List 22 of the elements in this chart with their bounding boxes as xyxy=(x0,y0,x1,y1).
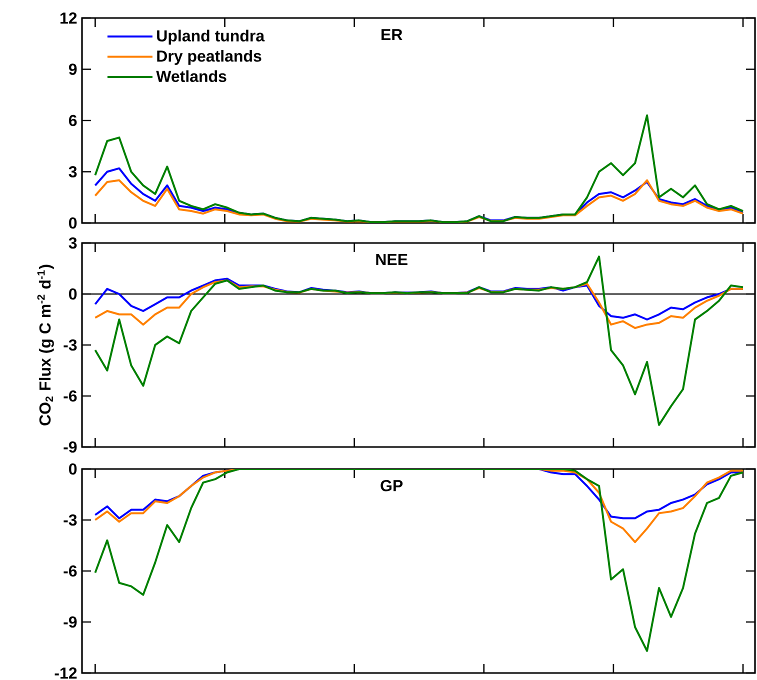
y-tick-label: 0 xyxy=(69,288,77,300)
y-tick-label: -6 xyxy=(64,390,77,402)
y-tick-label: -3 xyxy=(64,514,77,526)
text: ER xyxy=(382,29,402,40)
y-tick-label: -12 xyxy=(54,667,77,679)
y-axis-title: CO$_{2}$ Flux (g C m$^{-2}$ d$^{-1}$) xyxy=(37,264,54,426)
text: GP xyxy=(380,480,403,492)
legend-label: Wetlands xyxy=(156,70,226,82)
y-tick-label: -6 xyxy=(64,565,77,577)
y-tick-label: -3 xyxy=(64,339,77,351)
y-tick-label: 3 xyxy=(68,166,77,178)
legend-label: Dry peatlands xyxy=(157,50,262,65)
y-tick-label: 3 xyxy=(68,237,77,249)
y-tick-label: 6 xyxy=(68,114,77,126)
y-tick-label: 0 xyxy=(69,463,77,475)
legend-label: Upland tundra xyxy=(157,30,265,45)
y-tick-label: -9 xyxy=(64,441,77,453)
text: NEE xyxy=(376,254,408,265)
y-tick-label: 0 xyxy=(69,217,77,229)
y-tick-label: -9 xyxy=(64,616,77,628)
y-tick-label: 9 xyxy=(68,64,77,75)
y-tick-label: 12 xyxy=(60,12,77,24)
